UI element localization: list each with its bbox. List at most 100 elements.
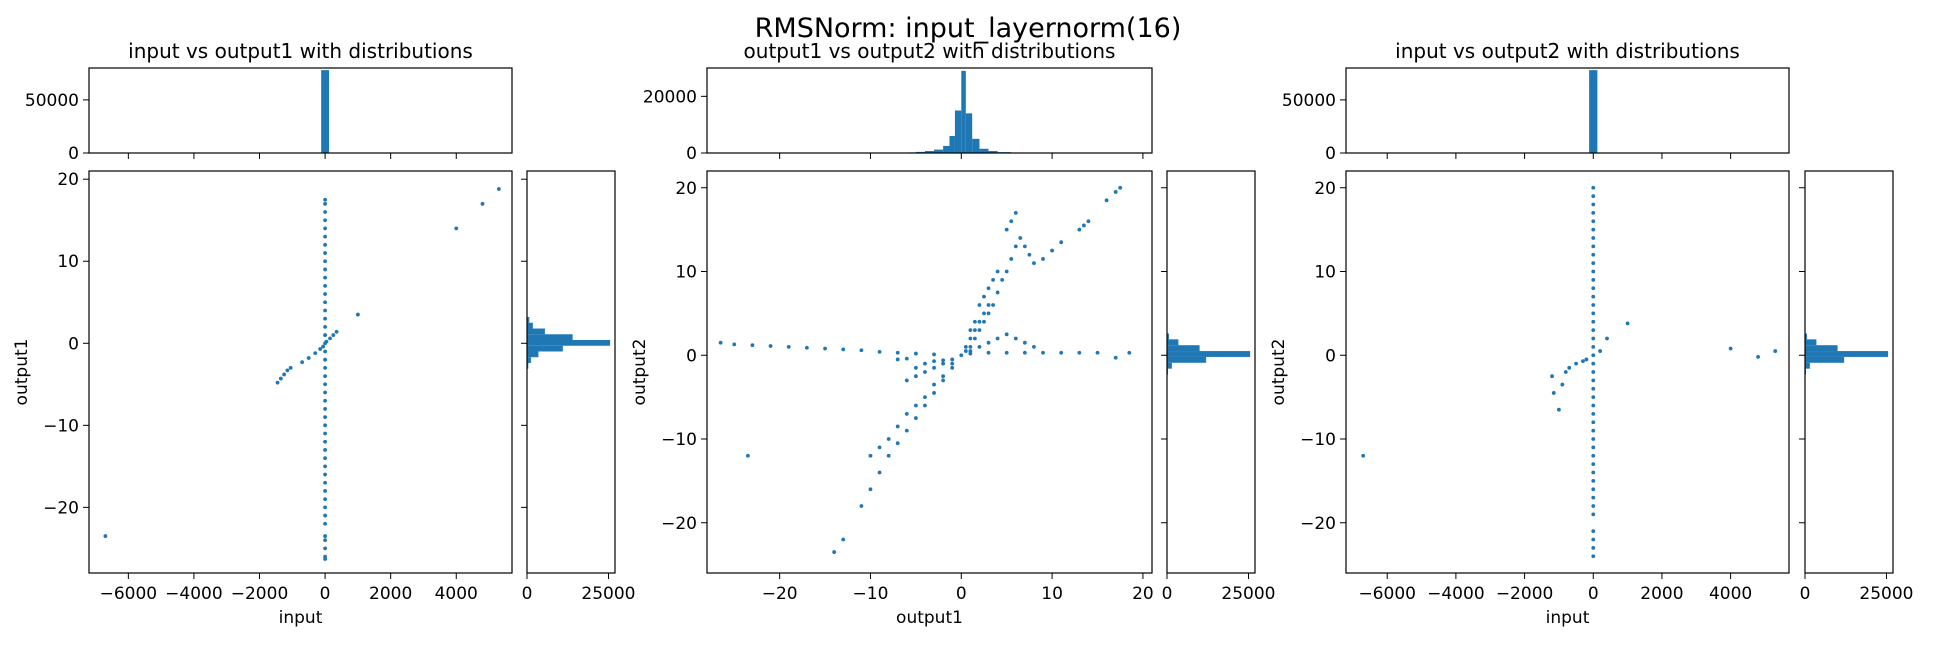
scatter-point [823, 346, 827, 351]
scatter-ytick-label: −10 [661, 430, 697, 450]
scatter-frame [88, 170, 513, 574]
side-hist-bar [1167, 345, 1200, 352]
scatter-point [995, 336, 1000, 341]
scatter-point [1773, 349, 1778, 353]
scatter-point [1550, 374, 1554, 379]
scatter-xtick-label: 4000 [1709, 584, 1752, 604]
scatter-point [1591, 386, 1596, 391]
scatter-point [1591, 202, 1596, 207]
scatter-point [1591, 210, 1596, 215]
scatter-point [995, 269, 1000, 274]
scatter-point [1591, 244, 1596, 249]
top-histogram: 0 50000 [1282, 67, 1790, 164]
scatter-point [868, 487, 873, 492]
scatter-point [1581, 359, 1585, 364]
scatter-point [923, 395, 927, 400]
scatter-point [932, 391, 936, 395]
top-hist-bar [979, 148, 989, 153]
scatter-point [323, 226, 327, 231]
top-hist-ytick-label: 50000 [25, 91, 79, 111]
side-hist-frame [1166, 170, 1256, 574]
scatter-point [328, 336, 332, 341]
scatter-point [1591, 252, 1596, 257]
scatter-point [950, 357, 955, 362]
scatter-ytick-label: 0 [686, 346, 697, 366]
scatter-point [1113, 355, 1118, 360]
scatter-point [1361, 453, 1366, 458]
scatter-point [932, 359, 936, 364]
scatter-point [718, 340, 723, 345]
scatter-point [1591, 453, 1596, 458]
scatter-point [859, 348, 864, 353]
panel-title: output1 vs output2 with distributions [744, 39, 1116, 63]
side-hist-xtick-label: 25000 [581, 584, 635, 604]
scatter-point [1591, 445, 1596, 450]
scatter-point [941, 361, 946, 366]
scatter-point [959, 353, 964, 358]
scatter-xtick-label: −2000 [231, 584, 289, 604]
scatter-point [995, 290, 1000, 295]
scatter-point [323, 275, 327, 280]
panel-1: input vs output1 with distributions 0 5000… [12, 39, 636, 628]
y-axis-label: output2 [1269, 339, 1289, 406]
scatter-point [1591, 370, 1596, 374]
scatter-point [1022, 244, 1027, 249]
scatter-point [1009, 219, 1014, 224]
scatter-point [1004, 350, 1009, 355]
scatter-ytick-label: 10 [57, 252, 79, 272]
scatter-point [732, 342, 737, 347]
scatter-point [496, 187, 501, 191]
side-hist-bar [1167, 339, 1179, 346]
scatter-ytick-label: −20 [1300, 514, 1336, 534]
scatter-point [1591, 286, 1596, 291]
scatter-point [1004, 227, 1009, 232]
scatter-point [323, 538, 327, 543]
scatter-point [923, 370, 927, 374]
scatter-point [750, 343, 755, 348]
side-hist-bar [1805, 356, 1845, 363]
scatter-point [1127, 350, 1132, 355]
side-hist-xtick-label: 25000 [1859, 584, 1913, 604]
scatter-point [1591, 403, 1596, 408]
scatter-point [1591, 294, 1596, 299]
scatter-point [1022, 350, 1027, 355]
scatter-ytick-label: 20 [1314, 179, 1336, 199]
scatter-point [323, 472, 327, 477]
scatter-xtick-label: 20 [1132, 584, 1154, 604]
panel-title: input vs output2 with distributions [1395, 39, 1740, 63]
top-hist-ytick-label: 50000 [1282, 91, 1336, 111]
scatter-ytick-label: −10 [1300, 430, 1336, 450]
scatter-point [973, 336, 977, 341]
scatter-point [1013, 244, 1018, 249]
scatter-point [1591, 336, 1596, 341]
scatter-point [941, 374, 946, 379]
scatter-point [323, 546, 327, 551]
scatter-point [323, 308, 327, 313]
side-hist-bar [1805, 333, 1807, 340]
scatter-point [323, 324, 327, 329]
scatter-point [1591, 529, 1596, 534]
scatter-point [323, 464, 327, 469]
scatter-point [991, 303, 995, 307]
scatter-frame [1345, 170, 1790, 574]
scatter-point [859, 504, 864, 508]
scatter-point [745, 453, 750, 458]
top-hist-ytick-label: 0 [686, 144, 697, 164]
scatter-point [968, 328, 973, 333]
panel-2: output1 vs output2 with distributions 0 20… [630, 39, 1276, 628]
top-hist-bar [943, 145, 950, 153]
scatter-xtick-label: −6000 [1358, 584, 1416, 604]
top-hist-bar [924, 151, 935, 153]
scatter-xtick-label: 2000 [1640, 584, 1683, 604]
scatter-point [1591, 487, 1596, 492]
scatter-point [1050, 248, 1055, 253]
scatter-frame [706, 170, 1153, 574]
scatter-point [786, 344, 791, 349]
side-hist-bar [1805, 362, 1810, 369]
scatter-point [904, 356, 909, 361]
scatter-point [941, 378, 946, 383]
scatter-point [1591, 219, 1596, 224]
scatter-point [932, 365, 936, 370]
scatter-point [1591, 311, 1596, 316]
scatter-point [323, 407, 327, 411]
